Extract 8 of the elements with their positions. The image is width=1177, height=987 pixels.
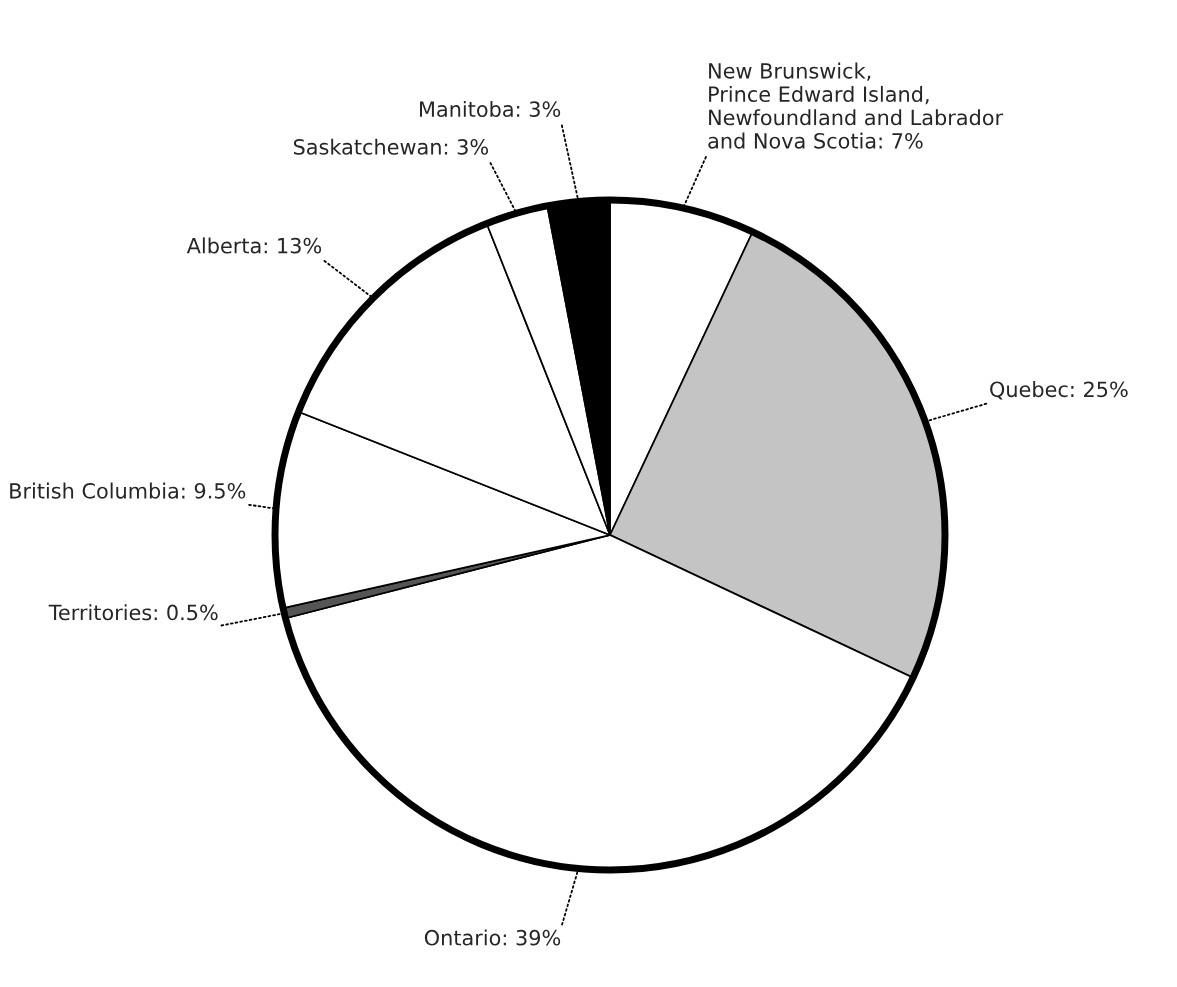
slice-label: Ontario: 39% xyxy=(424,929,561,946)
slice-label: Saskatchewan: 3% xyxy=(293,138,489,155)
slice-label: Quebec: 25% xyxy=(990,381,1128,400)
slice-label: Manitoba: 3% xyxy=(420,100,561,118)
slice-label: Territories: 0.5% xyxy=(48,604,218,621)
slice-label: New Brunswick, Prince Edward Island, Newfoundland and Labrador and Nova Scotia: 7% xyxy=(708,62,1004,149)
slice-label: British Columbia: 9.5% xyxy=(10,482,246,499)
slice-label: Alberta: 13% xyxy=(186,237,322,254)
